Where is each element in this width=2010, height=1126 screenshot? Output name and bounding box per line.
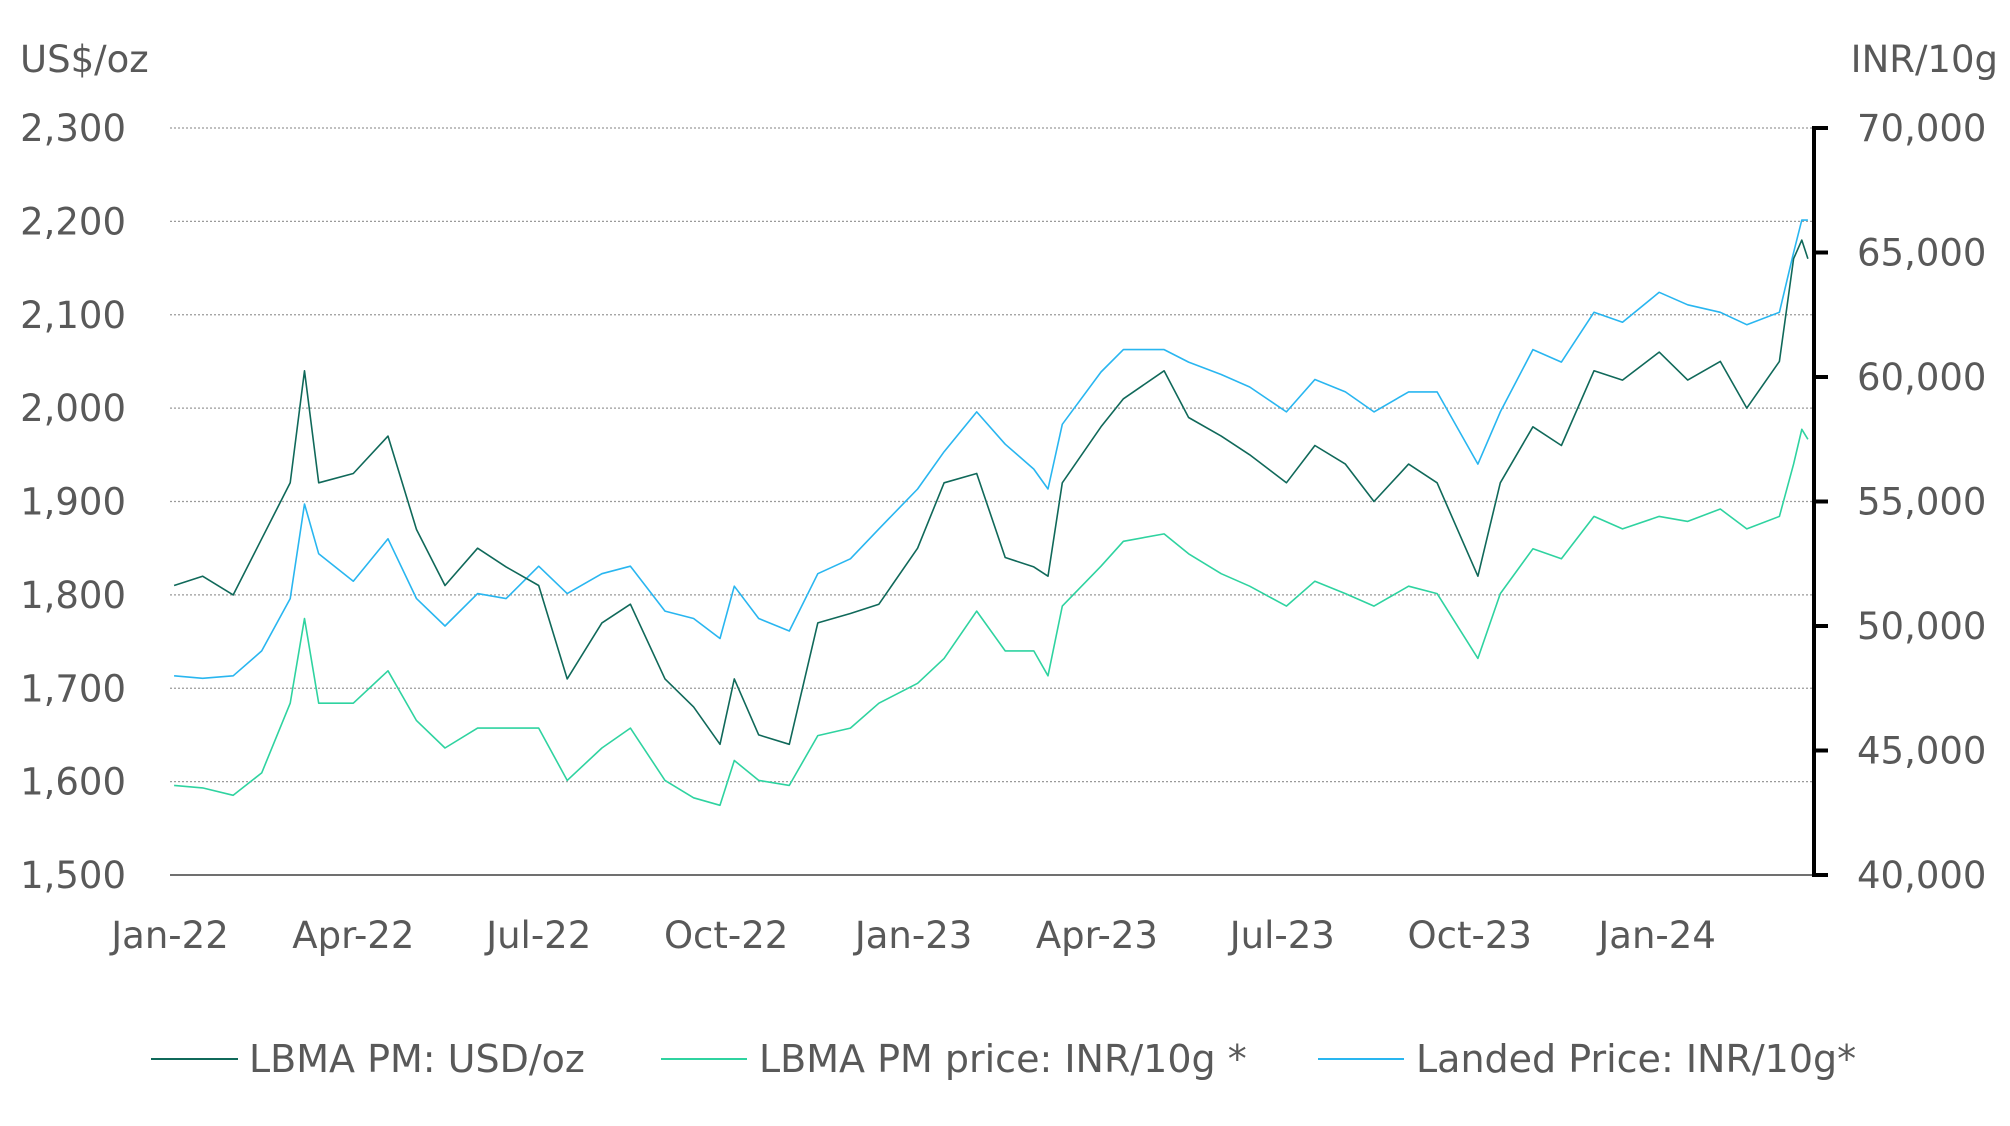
- left-tick-label: 1,800: [20, 574, 126, 617]
- left-tick-label: 1,700: [20, 667, 126, 710]
- left-tick-label: 2,300: [20, 107, 126, 150]
- legend: LBMA PM: USD/oz LBMA PM price: INR/10g *…: [151, 1037, 1856, 1081]
- right-axis-label: INR/10g: [1851, 38, 1998, 81]
- left-tick-label: 1,500: [20, 854, 126, 897]
- series-line-2: [174, 219, 1808, 680]
- x-tick-label: Jul-23: [1228, 914, 1335, 957]
- right-tick-label: 60,000: [1857, 356, 1986, 399]
- right-tick-label: 40,000: [1857, 854, 1986, 897]
- gridlines: [170, 127, 1814, 876]
- x-tick-label: Oct-23: [1408, 914, 1532, 957]
- right-tick-label: 55,000: [1857, 481, 1986, 524]
- series-line-1: [174, 428, 1809, 807]
- x-tick-label: Jan-24: [1596, 914, 1715, 957]
- legend-label-landed: Landed Price: INR/10g*: [1416, 1037, 1856, 1081]
- right-tick-label: 50,000: [1857, 605, 1986, 648]
- x-tick-label: Oct-22: [664, 914, 788, 957]
- left-tick-label: 1,900: [20, 481, 126, 524]
- right-axis: 40,000 45,000 50,000 55,000 60,000 65,000 70,0…: [1812, 107, 1986, 897]
- left-tick-label: 2,000: [20, 387, 126, 430]
- x-tick-label: Jan-22: [109, 914, 228, 957]
- left-tick-label: 2,100: [20, 294, 126, 337]
- series-lines: [173, 219, 1809, 807]
- series-line-0: [173, 239, 1809, 746]
- right-tick-label: 70,000: [1857, 107, 1986, 150]
- left-tick-label: 2,200: [20, 200, 126, 243]
- left-tick-label: 1,600: [20, 761, 126, 804]
- x-tick-label: Apr-22: [292, 914, 414, 957]
- x-tick-label: Jul-22: [484, 914, 591, 957]
- x-axis-ticks: Jan-22 Apr-22 Jul-22 Oct-22 Jan-23 Apr-23 Jul-…: [109, 914, 1716, 957]
- legend-label-inr: LBMA PM price: INR/10g *: [759, 1037, 1247, 1081]
- legend-label-usd: LBMA PM: USD/oz: [249, 1037, 585, 1081]
- left-axis-label: US$/oz: [20, 38, 149, 81]
- left-axis-ticks: 1,500 1,600 1,700 1,800 1,900 2,000 2,100 2,200…: [20, 107, 126, 897]
- right-tick-label: 65,000: [1857, 232, 1986, 275]
- x-tick-label: Jan-23: [853, 914, 972, 957]
- x-tick-label: Apr-23: [1036, 914, 1158, 957]
- right-tick-label: 45,000: [1857, 730, 1986, 773]
